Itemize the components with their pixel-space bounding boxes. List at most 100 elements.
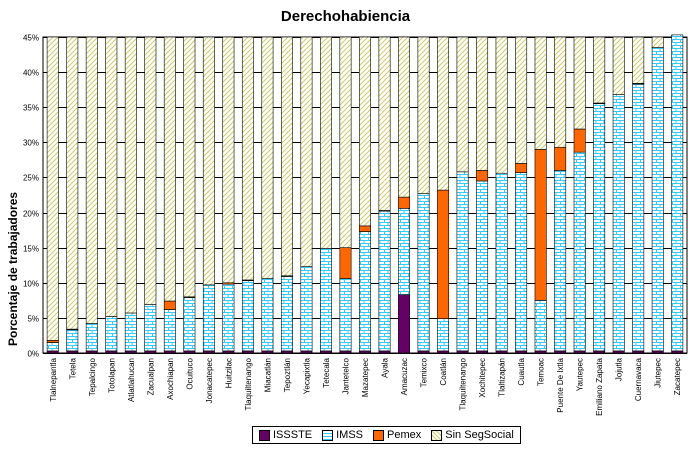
bar-segment-imss (456, 171, 469, 352)
x-tick-label: Tlaquiltenango (244, 357, 253, 410)
x-tick-label: Xochitepec (478, 358, 487, 398)
bar-segment-sin-segsocial (437, 36, 450, 191)
x-tick-label: Zacatepec (673, 358, 682, 395)
bar-segment-imss (593, 103, 606, 352)
x-tick-label: Jiutepec (654, 358, 663, 388)
bar-segment-issste (378, 350, 391, 354)
x-tick-label: Atlatlahucan (127, 358, 136, 402)
y-tick-label: 0% (27, 350, 39, 359)
legend-label: IMSS (336, 429, 364, 441)
bar-segment-sin-segsocial (573, 36, 586, 130)
y-tick-label: 5% (27, 315, 39, 324)
bar-segment-issste (105, 350, 118, 354)
bar-segment-sin-segsocial (495, 36, 508, 174)
x-tick-label: Totolapan (107, 358, 116, 393)
bar-segment-imss (183, 297, 196, 352)
bar-segment-imss (378, 210, 391, 352)
x-tick-label: Tetela (68, 357, 77, 379)
legend-label: Pemex (387, 429, 422, 441)
bar-segment-issste (495, 350, 508, 354)
bar-segment-pemex (46, 340, 59, 343)
x-tick-label: Axochiapan (166, 358, 175, 400)
bar-segment-imss (261, 278, 274, 352)
bar-segment-sin-segsocial (300, 36, 313, 267)
bar-segment-imss (632, 83, 645, 352)
bar-segment-pemex (437, 189, 450, 319)
y-tick-label: 45% (23, 34, 39, 43)
bar-segment-sin-segsocial (534, 36, 547, 150)
bar-segment-issste (554, 350, 567, 354)
bar-segment-imss (671, 34, 684, 352)
x-tick-label: Jantetelco (341, 357, 350, 394)
x-tick-label: Jojutla (615, 357, 624, 381)
bar-segment-issste (183, 350, 196, 354)
bar-segment-pemex (534, 149, 547, 301)
bar-segment-sin-segsocial (222, 36, 235, 284)
bar-segment-imss (46, 342, 59, 352)
bar-segment-issste (46, 350, 59, 354)
x-tick-label: Tlaltizapán (498, 358, 507, 397)
bar-segment-issste (163, 350, 176, 354)
bar-segment-sin-segsocial (398, 36, 410, 198)
bar-segment-issste (651, 350, 664, 354)
bar-segment-sin-segsocial (554, 36, 567, 148)
bar-segment-issste (144, 350, 157, 354)
y-tick-label: 40% (23, 69, 39, 78)
bar-segment-imss (105, 316, 118, 352)
bar-segment-imss (359, 231, 371, 352)
bar-segment-sin-segsocial (46, 36, 59, 341)
bar-segment-imss (398, 208, 410, 296)
x-tick-label: Amacuzac (400, 358, 409, 395)
bar-segment-sin-segsocial (456, 36, 469, 173)
x-tick-label: Yecapixtla (302, 357, 311, 394)
legend-label: ISSSTE (273, 429, 313, 441)
x-tick-label: Temixco (420, 357, 429, 387)
bars (46, 34, 684, 354)
legend-swatch (259, 429, 270, 441)
x-tick-label: Puente De Ixtla (556, 357, 565, 412)
bar-segment-sin-segsocial (183, 36, 196, 298)
bar-segment-sin-segsocial (124, 36, 137, 314)
bar-segment-issste (241, 350, 254, 354)
bar-segment-imss (202, 284, 215, 352)
bar-segment-issste (124, 350, 137, 354)
x-tick-label: Tlaquiltenango (459, 357, 468, 410)
bar-segment-sin-segsocial (632, 36, 645, 84)
bar-segment-imss (534, 300, 547, 352)
legend-item-pemex: Pemex (373, 429, 421, 441)
y-tick-label: 15% (23, 245, 39, 254)
bar-segment-sin-segsocial (144, 36, 157, 305)
legend: ISSSTE IMSS Pemex Sin SegSocial (252, 426, 521, 444)
legend-item-imss: IMSS (322, 429, 363, 441)
x-tick-label: Tetecala (322, 357, 331, 387)
legend-item-sin-segsocial: Sin SegSocial (431, 429, 514, 441)
bar-segment-issste (437, 350, 450, 354)
bar-segment-pemex (163, 300, 176, 310)
bar-segment-imss (417, 193, 430, 352)
bar-segment-pemex (573, 128, 586, 153)
x-tick-label: Cuautla (517, 357, 526, 385)
bar-segment-sin-segsocial (515, 36, 528, 164)
bar-segment-imss (300, 266, 313, 352)
bar-segment-imss (554, 170, 567, 352)
bar-segment-issste (398, 294, 410, 354)
bar-segment-imss (320, 248, 332, 352)
bar-segment-issste (222, 350, 235, 354)
bar-segment-imss (339, 278, 352, 352)
x-tick-label: Mazatepec (361, 358, 370, 397)
bar-segment-sin-segsocial (320, 36, 332, 249)
chart-title: Derechohabiencia (280, 8, 411, 25)
bar-segment-issste (612, 350, 625, 354)
bar-segment-imss (144, 304, 157, 352)
y-tick-label: 30% (23, 139, 39, 148)
x-tick-label: Zacualpan (146, 358, 155, 395)
bar-segment-imss (437, 318, 450, 352)
legend-swatch (322, 429, 334, 441)
x-tick-label: Ayala (381, 357, 390, 377)
bar-segment-sin-segsocial (417, 36, 430, 194)
x-tick-label: Jonacatepec (205, 358, 214, 403)
legend-label: Sin SegSocial (445, 429, 514, 441)
bar-segment-imss (124, 312, 137, 352)
bar-segment-imss (612, 94, 625, 352)
